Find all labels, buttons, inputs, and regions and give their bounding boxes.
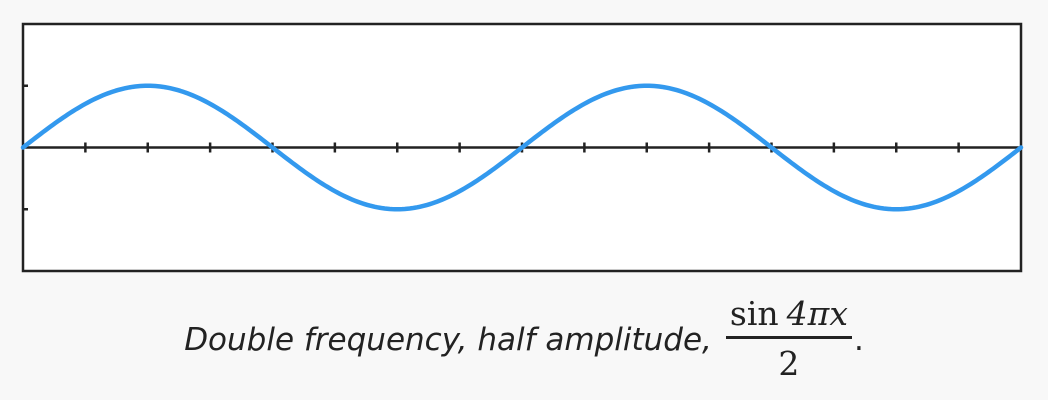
data-point [770,146,774,150]
formula-numerator: sin 4πx [726,297,852,336]
data-point [582,102,586,106]
data-point [707,102,711,106]
data-point [333,189,337,193]
data-point [832,189,836,193]
data-point [83,102,87,106]
data-point [21,146,25,150]
data-point [957,189,961,193]
chart-caption: Double frequency, half amplitude, sin 4πx… [0,288,1048,388]
caption-formula: sin 4πx 2 [725,297,852,383]
data-point [894,207,898,211]
series-line [20,83,1024,212]
caption-period: . [853,322,864,358]
formula-function: sin [729,293,779,333]
formula-denominator: 2 [778,343,800,383]
data-point [395,207,399,211]
chart-plot [20,22,1024,273]
data-point [271,146,275,150]
formula-fraction-bar [725,335,852,339]
data-point [520,146,524,150]
caption-text: Double frequency, half amplitude, [184,322,712,358]
formula-argument: 4πx [786,293,848,333]
data-point [208,102,212,106]
data-point [458,189,462,193]
data-point [146,84,150,88]
data-point [1019,146,1023,150]
data-point [645,84,649,88]
series-layer [20,83,1024,212]
